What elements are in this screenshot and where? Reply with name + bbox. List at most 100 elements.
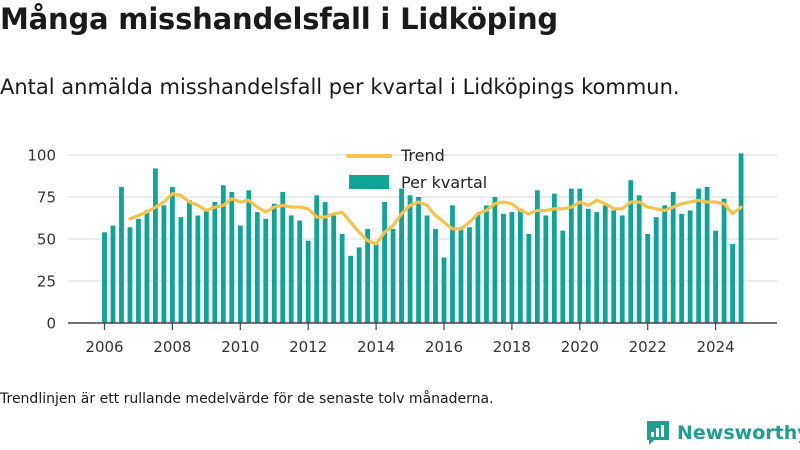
bar [161, 205, 167, 323]
brand-name: Newsworthy [677, 422, 800, 444]
legend-swatch-per-kvartal [349, 175, 389, 189]
bar [170, 186, 175, 323]
bar [594, 212, 600, 323]
bar [467, 227, 472, 323]
bar [288, 215, 294, 323]
bar [484, 205, 489, 323]
bar [365, 228, 371, 323]
bar [492, 197, 498, 323]
bar [373, 242, 379, 323]
legend: Trend Per kvartal [346, 146, 487, 192]
x-tick-label: 2016 [425, 338, 463, 356]
bar-chart: 0 25 50 75 100 2006 2008 2010 2012 2014 2016 2018 20… [27, 146, 777, 356]
bar [356, 247, 362, 323]
bar [102, 232, 107, 323]
bar [551, 193, 557, 323]
gridlines [68, 154, 777, 282]
bar [509, 212, 515, 323]
bar [611, 210, 617, 323]
bar [526, 233, 532, 323]
x-tick-label: 2008 [153, 338, 191, 356]
bar [203, 210, 209, 323]
bar [441, 257, 447, 323]
bar [636, 195, 642, 323]
bar [458, 227, 464, 323]
bar [543, 215, 549, 323]
x-tick-label: 2012 [289, 338, 327, 356]
legend-label-per-kvartal: Per kvartal [401, 173, 487, 192]
bar [450, 205, 455, 323]
bar [433, 228, 438, 323]
x-tick-label: 2014 [357, 338, 395, 356]
bar [263, 218, 269, 323]
legend-label-trend: Trend [400, 146, 445, 165]
bars [102, 153, 744, 323]
bar [585, 208, 591, 323]
bar [534, 190, 540, 323]
footnote: Trendlinjen är ett rullande medelvärde f… [0, 391, 494, 407]
y-tick-label: 75 [37, 189, 56, 207]
bar [186, 200, 192, 323]
bar [305, 240, 311, 323]
bar [568, 188, 574, 323]
bar [246, 190, 252, 323]
bar [670, 191, 676, 323]
bar [416, 197, 421, 323]
x-tick-label: 2022 [629, 338, 667, 356]
x-tick-label: 2020 [561, 338, 599, 356]
newsworthy-logo-icon [647, 421, 669, 445]
bar [738, 153, 744, 323]
bar [212, 202, 218, 323]
bar [704, 186, 710, 323]
bar [687, 210, 693, 323]
bar [475, 213, 481, 323]
bar [339, 233, 345, 323]
y-tick-label: 50 [37, 231, 56, 249]
bar [127, 227, 133, 323]
bar [628, 180, 634, 323]
bar [229, 191, 235, 323]
x-tick-label: 2010 [221, 338, 259, 356]
bar [195, 215, 201, 323]
bar [322, 202, 328, 323]
bar [254, 212, 260, 323]
bar [153, 168, 158, 323]
x-tick-label: 2006 [85, 338, 123, 356]
bar [110, 225, 116, 323]
bar [602, 205, 608, 323]
bar [517, 208, 523, 323]
bar [577, 188, 583, 323]
bar [271, 203, 277, 323]
trend-series [128, 192, 743, 246]
bar [679, 213, 685, 323]
bar [653, 217, 659, 323]
bar [424, 215, 430, 323]
bar [297, 220, 303, 323]
trend-line [128, 192, 743, 246]
brand-logo: Newsworthy [645, 420, 800, 446]
chart-subtitle: Antal anmälda misshandelsfall per kvarta… [0, 75, 680, 99]
bar [237, 225, 243, 323]
bar [178, 217, 184, 323]
y-tick-label: 0 [46, 315, 56, 333]
bar [501, 213, 506, 323]
bar [721, 198, 727, 323]
bar [407, 195, 413, 323]
bar [619, 215, 625, 323]
bar [220, 185, 226, 323]
bar [645, 233, 651, 323]
y-tick-label: 100 [27, 147, 56, 165]
bar [144, 210, 150, 323]
bar [382, 202, 387, 323]
bar [730, 244, 735, 323]
bar [696, 188, 702, 323]
axes: 0 25 50 75 100 2006 2008 2010 2012 2014 2016 2018 20… [27, 147, 777, 356]
bar [399, 188, 404, 323]
bar [390, 228, 396, 323]
y-tick-label: 25 [37, 273, 56, 291]
chart-title: Många misshandelsfall i Lidköping [0, 2, 558, 36]
bar [662, 205, 668, 323]
bar [713, 230, 718, 323]
bar [280, 191, 286, 323]
bar [331, 215, 337, 323]
